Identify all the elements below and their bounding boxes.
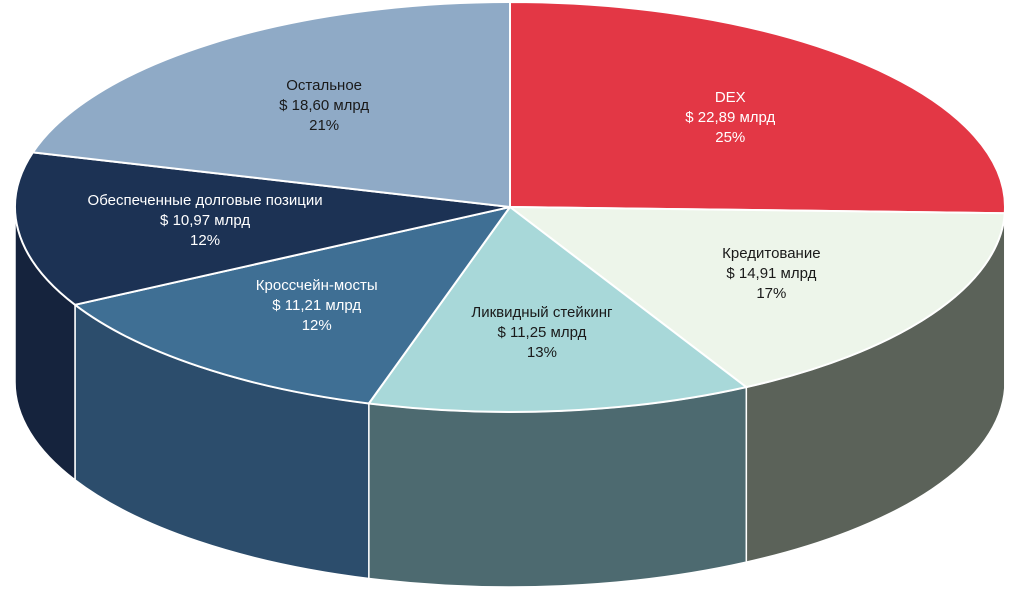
slice-amount: $ 11,25 млрд xyxy=(497,324,587,342)
slice-percent: 21% xyxy=(309,116,340,134)
slice-name: Обеспеченные долговые позиции xyxy=(87,192,323,210)
slice-amount: $ 14,91 млрд xyxy=(726,264,817,282)
pie-slice-4 xyxy=(14,151,511,306)
slice-percent: 12% xyxy=(190,232,221,250)
slice-label-0: DEX $ 22,89 млрд 25% xyxy=(685,88,775,148)
slice-amount: $ 18,60 млрд xyxy=(279,96,370,114)
slice-amount: $ 11,21 млрд xyxy=(272,296,362,314)
slice-label-1: Кредитование $ 14,91 млрд 17% xyxy=(722,244,820,304)
slice-name: DEX xyxy=(714,89,746,107)
slice-label-2: Ликвидный стейкинг $ 11,25 млрд 13% xyxy=(471,303,612,363)
slice-name: Остальное xyxy=(286,76,363,94)
slice-percent: 17% xyxy=(756,284,787,302)
pie-slice-2 xyxy=(367,206,748,413)
pie-slice-5 xyxy=(31,1,511,208)
pie-slice-3 xyxy=(74,206,511,405)
slice-name: Ликвидный стейкинг xyxy=(471,304,613,322)
pie-slices xyxy=(14,1,1006,413)
slice-percent: 25% xyxy=(715,129,746,147)
slice-name: Кроссчейн-мосты xyxy=(255,276,378,294)
slice-label-5: Остальное $ 18,60 млрд 21% xyxy=(279,76,369,136)
pie-side-walls xyxy=(14,206,1006,588)
pie-slice-0 xyxy=(509,1,1006,215)
slice-percent: 13% xyxy=(526,344,557,362)
slice-amount: $ 22,89 млрд xyxy=(685,109,776,127)
slice-percent: 12% xyxy=(301,316,332,334)
slice-amount: $ 10,97 млрд xyxy=(160,212,251,230)
pie-slice-1 xyxy=(509,206,1006,389)
slice-label-3: Кроссчейн-мосты $ 11,21 млрд 12% xyxy=(256,276,378,336)
pie-side-2 xyxy=(368,386,748,588)
slice-name: Кредитование xyxy=(722,244,821,262)
slice-label-4: Обеспеченные долговые позиции $ 10,97 млр… xyxy=(88,191,323,251)
